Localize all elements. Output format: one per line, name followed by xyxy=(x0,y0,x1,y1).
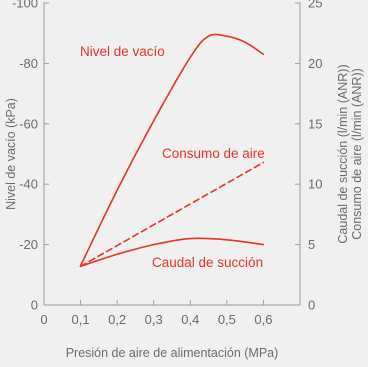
x-tick-label: 0,1 xyxy=(72,312,90,327)
labels-layer: Nivel de vacío Consumo de aire Caudal de s… xyxy=(80,44,265,270)
y-right-axis-title-line-1: Caudal de succión (l/min (ANR)) xyxy=(336,64,350,243)
y-right-tick-label: 0 xyxy=(308,298,315,313)
x-tick-label: 0,4 xyxy=(181,312,199,327)
y-left-tick-label: 0 xyxy=(31,298,38,313)
series-label-2: Caudal de succión xyxy=(152,255,263,270)
series-label-1: Consumo de aire xyxy=(162,146,265,161)
y-left-axis-title: Nivel de vacío (kPa) xyxy=(4,98,18,210)
series-line-0 xyxy=(79,33,265,267)
x-tick-label: 0 xyxy=(40,312,47,327)
x-axis-title: Presión de aire de alimentación (MPa) xyxy=(66,346,279,360)
series-line-1 xyxy=(79,161,265,268)
x-tick-label: 0,5 xyxy=(218,312,236,327)
x-tick-label: 0,2 xyxy=(108,312,126,327)
ticks-layer: 0 0,1 0,2 0,3 0,4 0,5 0,6 0 -20 -40 -60 -80 -100 0 5 10… xyxy=(12,0,323,327)
y-right-axis-title-line-2: Consumo de aire (l/min (ANR)) xyxy=(350,68,364,240)
series-layer xyxy=(79,33,265,268)
y-right-tick-label: 20 xyxy=(308,56,322,71)
axes-layer xyxy=(43,3,301,306)
x-tick-label: 0,3 xyxy=(145,312,163,327)
y-left-tick-label: -40 xyxy=(19,177,38,192)
y-left-tick-label: -60 xyxy=(19,116,38,131)
y-left-tick-label: -20 xyxy=(19,237,38,252)
series-line-2 xyxy=(79,237,265,268)
series-label-0: Nivel de vacío xyxy=(80,44,165,59)
y-right-tick-label: 10 xyxy=(308,177,322,192)
x-tick-label: 0,6 xyxy=(254,312,272,327)
y-left-tick-label: -100 xyxy=(12,0,38,11)
y-right-tick-label: 5 xyxy=(308,237,315,252)
y-right-tick-label: 15 xyxy=(308,116,322,131)
y-right-tick-label: 25 xyxy=(308,0,322,11)
y-left-tick-label: -80 xyxy=(19,56,38,71)
